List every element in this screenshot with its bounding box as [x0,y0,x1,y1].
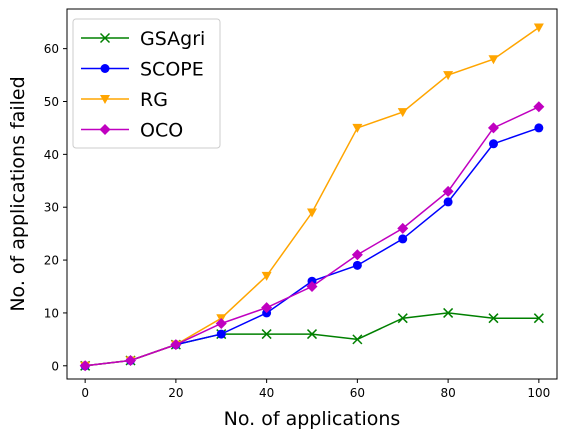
y-tick-label: 60 [44,42,59,56]
series-line-scope [85,127,540,367]
data-point-oco [261,302,273,314]
legend-box [72,18,221,149]
series-layer [79,23,545,372]
legend-label-gsagri: GSAgri [140,28,205,50]
data-point-oco [487,122,499,134]
data-point-scope [488,139,498,149]
plot-frame [66,8,558,380]
data-point-oco [351,249,363,261]
data-point-scope [352,260,362,270]
legend-marker-gsagri [99,32,111,44]
legend-marker-rg [100,95,110,104]
data-point-rg [488,55,499,65]
data-point-rg [307,208,317,218]
y-tick-label: 20 [44,254,59,268]
y-axis-ticks: 0 10 20 30 40 50 60 [44,42,67,373]
x-tick-label: 60 [350,386,365,400]
y-axis-title: No. of applications failed [7,76,29,311]
series-gsagri [80,307,544,371]
data-point-rg [443,71,454,81]
x-tick-label: 80 [440,386,455,400]
data-point-gsagri [488,313,499,324]
x-tick-label: 20 [168,386,183,400]
data-point-oco [215,318,227,329]
x-tick-label: 100 [527,386,550,400]
legend-entry-gsagri: GSAgri [81,28,205,50]
y-tick-label: 10 [44,306,59,320]
legend-label-scope: SCOPE [140,59,204,81]
x-tick-label: 40 [259,386,274,400]
data-point-oco [125,355,137,366]
data-point-rg [352,123,363,133]
y-tick-label: 40 [44,148,59,162]
data-point-scope [216,329,226,339]
legend: GSAgri SCOPE RG OCO [72,18,221,149]
data-point-rg [397,108,408,118]
data-point-oco [533,101,545,113]
data-point-gsagri [533,313,544,324]
data-point-oco [306,281,318,292]
legend-label-rg: RG [140,89,168,111]
data-point-oco [442,185,454,197]
legend-marker-scope [100,64,110,73]
series-oco [79,101,545,372]
data-point-gsagri [443,307,454,318]
x-tick-label: 0 [81,386,89,400]
data-point-oco [79,360,91,372]
data-point-gsagri [306,329,318,340]
y-tick-label: 50 [44,95,59,109]
y-tick-label: 0 [51,359,59,373]
data-point-rg [533,23,544,33]
legend-label-oco: OCO [140,120,183,142]
x-axis-title: No. of applications [224,408,401,430]
data-point-oco [397,222,409,234]
y-tick-label: 30 [44,201,59,215]
data-point-gsagri [397,313,408,324]
legend-entry-oco: OCO [81,120,183,142]
legend-entry-scope: SCOPE [81,59,204,81]
series-line-gsagri [85,312,539,367]
data-point-scope [534,123,544,133]
data-point-scope [443,197,453,207]
legend-entry-rg: RG [81,89,168,111]
data-point-gsagri [261,329,272,340]
legend-marker-oco [99,124,111,135]
x-axis-ticks: 0 20 40 60 80 100 [81,379,550,400]
data-point-scope [398,234,408,244]
data-point-oco [170,339,182,351]
data-point-rg [261,271,272,281]
data-point-gsagri [352,334,363,345]
